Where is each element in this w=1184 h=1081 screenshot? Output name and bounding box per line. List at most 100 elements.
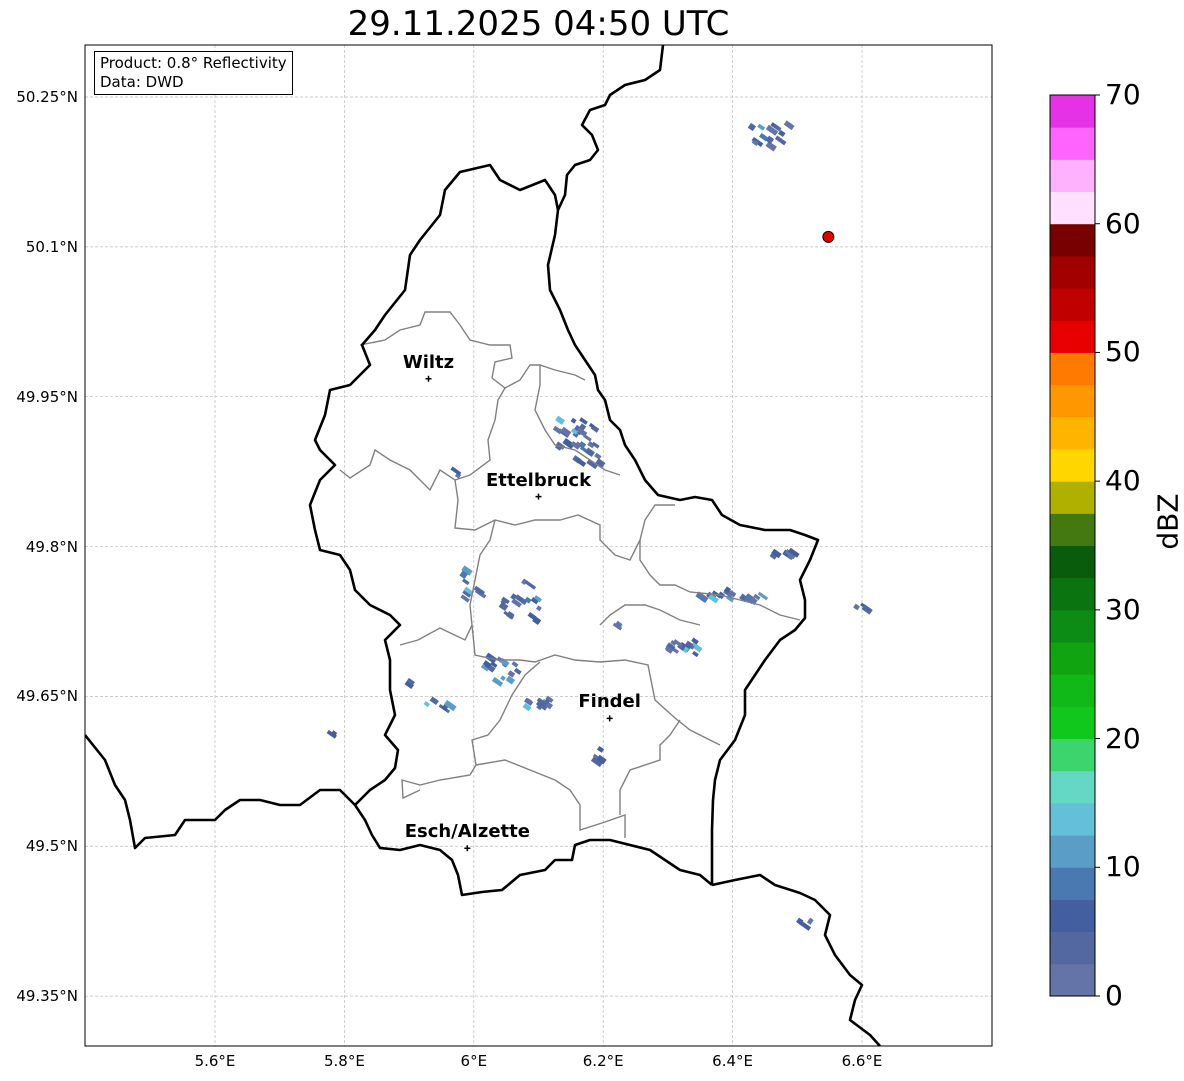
echo-cell	[570, 441, 581, 450]
colorbar-bin	[1050, 513, 1095, 546]
colorbar-bin	[1050, 352, 1095, 386]
echo-cell	[560, 426, 572, 437]
echo-cell	[491, 676, 504, 687]
colorbar-bin	[1050, 674, 1095, 707]
echo-cell	[751, 139, 759, 146]
echo-cell	[532, 616, 542, 626]
echo-cell	[473, 585, 486, 596]
echo-cell	[533, 595, 542, 603]
echo-cell	[614, 620, 623, 629]
echo-cell	[407, 677, 415, 685]
echo-cell	[450, 466, 462, 476]
echo-cell	[525, 698, 533, 705]
echo-cell	[500, 675, 506, 681]
echo-cell	[788, 547, 800, 558]
echo-cell	[796, 917, 804, 926]
map-title: 29.11.2025 04:50 UTC	[347, 4, 730, 44]
colorbar-bin	[1050, 191, 1095, 225]
echo-cell	[575, 441, 582, 448]
echo-cell	[584, 447, 596, 457]
echo-cell	[511, 598, 522, 608]
echo-cell	[665, 646, 674, 654]
echo-cell	[545, 695, 554, 703]
echo-cell	[536, 703, 543, 711]
echo-cell	[596, 754, 607, 765]
colorbar-bin	[1050, 738, 1095, 772]
echo-cell	[404, 680, 414, 689]
echo-cell	[853, 603, 860, 611]
echo-cell	[459, 570, 468, 580]
echo-cell	[765, 124, 779, 136]
echo-cell	[544, 698, 551, 705]
echo-cell	[765, 141, 777, 152]
echo-cell	[498, 601, 509, 612]
echo-cell	[536, 697, 548, 707]
echo-cell	[579, 417, 588, 425]
echo-cell	[784, 549, 797, 560]
country-borders	[85, 45, 881, 1046]
echo-cell	[500, 597, 508, 605]
map-frame	[84, 44, 993, 1047]
city-marker-icon	[535, 493, 542, 500]
echo-cell	[461, 565, 473, 576]
echo-cell	[595, 458, 606, 468]
gridlines	[85, 45, 992, 1046]
echo-cell	[691, 637, 699, 645]
colorbar-bin	[1050, 931, 1095, 965]
echo-cell	[684, 640, 694, 649]
colorbar-bin	[1050, 706, 1095, 740]
radar-echoes	[326, 120, 873, 931]
data-source-label: Data: DWD	[100, 73, 184, 91]
echo-cell	[747, 122, 757, 132]
colorbar-bin	[1050, 223, 1095, 257]
echo-cell	[861, 604, 873, 615]
radar-site-marker[interactable]	[822, 230, 835, 243]
colorbar-bin	[1050, 963, 1095, 997]
echo-cell	[757, 123, 766, 131]
echo-cell	[480, 664, 489, 672]
echo-cell	[576, 427, 588, 437]
colorbar-bin	[1050, 802, 1095, 836]
colorbar-bin	[1050, 416, 1095, 450]
echo-cell	[590, 756, 604, 768]
echo-cell	[463, 586, 474, 596]
colorbar-frame	[1049, 94, 1096, 997]
echo-cell	[552, 425, 563, 435]
echo-cell	[759, 132, 769, 142]
colorbar-bin	[1050, 770, 1095, 804]
colorbar-bin	[1050, 867, 1095, 900]
echo-cell	[723, 586, 732, 594]
echo-cell	[461, 578, 470, 586]
echo-cell	[482, 660, 492, 669]
echo-cell	[798, 920, 812, 931]
echo-cell	[670, 639, 677, 646]
echo-cell	[774, 135, 787, 146]
colorbar-bin	[1050, 255, 1095, 289]
colorbar-bin	[1050, 481, 1095, 514]
city-marker-icon	[425, 375, 432, 382]
echo-cell	[510, 593, 517, 601]
echo-cell	[555, 415, 566, 425]
echo-cell	[596, 745, 605, 753]
colorbar-bin	[1050, 448, 1095, 482]
echo-cell	[591, 441, 600, 449]
echo-cell	[423, 701, 431, 708]
colorbar-bin	[1050, 835, 1095, 868]
echo-cell	[594, 452, 602, 460]
echo-cell	[783, 120, 795, 131]
echo-cell	[524, 580, 537, 590]
echo-cell	[772, 123, 782, 132]
echo-cell	[682, 646, 690, 654]
colorbar-bin	[1050, 642, 1095, 675]
echo-cell	[806, 917, 814, 925]
colorbar-unit-label: dBZ	[1151, 493, 1184, 550]
colorbar	[1049, 94, 1100, 997]
echo-cell	[513, 667, 522, 675]
echo-cell	[757, 591, 769, 601]
echo-cell	[570, 417, 577, 424]
colorbar-bin	[1050, 384, 1095, 418]
echo-cell	[530, 596, 539, 605]
city-markers	[425, 375, 613, 852]
echo-cell	[665, 642, 676, 652]
